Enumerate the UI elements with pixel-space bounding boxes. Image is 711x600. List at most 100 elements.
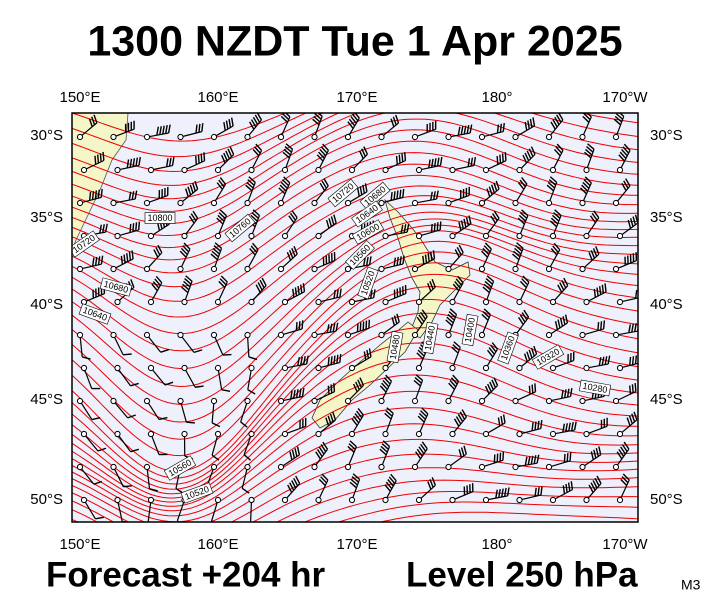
barb-feather [418, 314, 425, 323]
wind-barb [76, 463, 103, 485]
barb-staff [287, 363, 307, 369]
barb-feather [351, 113, 359, 122]
barb-station [311, 133, 318, 141]
barb-feather [332, 411, 337, 421]
barb-feather [357, 379, 363, 388]
wind-barb [315, 143, 329, 174]
contour-label-box [144, 212, 176, 224]
barb-feather [188, 215, 195, 224]
barb-feather [506, 487, 510, 496]
wind-barb [415, 156, 443, 174]
wind-barb [114, 156, 141, 174]
barb-feather [369, 289, 373, 299]
barb-staff [119, 229, 139, 236]
wind-barb [445, 186, 470, 207]
barb-feather [456, 246, 462, 256]
wind-barb [378, 374, 393, 405]
barb-feather [366, 349, 370, 359]
barb-feather [245, 184, 253, 192]
wind-barb [243, 430, 255, 461]
barb-feather [379, 385, 387, 393]
lon-label-bottom: 160°E [197, 536, 238, 553]
barb-staff [517, 125, 535, 137]
barb-feather [569, 387, 573, 397]
barb-feather [486, 349, 494, 358]
barb-feather [598, 446, 602, 455]
wind-barb [516, 345, 538, 372]
barb-feather [458, 222, 462, 231]
barb-feather [279, 184, 287, 192]
barb-station [616, 166, 624, 174]
barb-feather [190, 213, 197, 222]
barb-feather [252, 209, 260, 217]
barb-station [579, 199, 586, 207]
barb-feather [564, 314, 569, 324]
barb-staff [240, 403, 248, 423]
height-contour [72, 251, 638, 440]
barb-feather [594, 477, 600, 487]
contour-label: 10400 [461, 313, 479, 347]
barb-staff [247, 370, 252, 390]
barb-feather [530, 347, 535, 357]
wind-barb [583, 475, 602, 504]
wind-barb [579, 246, 600, 273]
barb-station [378, 331, 385, 339]
barb-feather [417, 415, 425, 423]
barb-feather [457, 413, 464, 422]
barb-feather [488, 186, 493, 195]
height-contour [72, 113, 307, 158]
barb-station [76, 463, 84, 471]
barb-feather [359, 377, 365, 386]
barb-feather [452, 374, 460, 382]
barb-station [80, 364, 88, 372]
wind-barb [177, 397, 195, 424]
barb-feather [431, 279, 436, 288]
barb-feather [195, 124, 198, 134]
barb-feather [323, 178, 329, 187]
barb-feather [212, 247, 220, 255]
barb-station [214, 364, 222, 372]
barb-feather [127, 414, 136, 419]
barb-staff [382, 381, 393, 399]
wind-barb [415, 477, 437, 504]
barb-feather [390, 473, 397, 482]
barb-feather [453, 418, 460, 427]
barb-feather [220, 154, 226, 164]
barb-staff [248, 119, 262, 136]
barb-staff [176, 502, 185, 521]
barb-staff [588, 291, 607, 302]
barb-feather [582, 181, 590, 189]
barb-feather [553, 242, 561, 251]
barb-feather [294, 287, 298, 297]
barb-staff [251, 215, 261, 234]
barb-feather [359, 322, 362, 332]
wind-barb [382, 473, 397, 504]
barb-feather [429, 281, 434, 290]
barb-station [315, 364, 322, 372]
barb-feather [218, 179, 225, 188]
barb-feather [243, 454, 252, 461]
barb-feather [160, 348, 170, 353]
barb-feather [415, 451, 422, 460]
barb-station [214, 298, 222, 306]
barb-staff [420, 484, 436, 499]
barb-staff [618, 260, 637, 269]
barb-feather [283, 148, 291, 156]
barb-feather [563, 453, 566, 463]
barb-staff [386, 480, 397, 499]
height-contour [72, 113, 638, 212]
barb-feather [481, 313, 489, 321]
barb-station [177, 331, 184, 339]
wind-barb [545, 176, 558, 207]
wind-barb [281, 355, 309, 372]
height-contour [72, 185, 638, 302]
wind-barb [143, 397, 168, 421]
barb-station [248, 496, 255, 504]
barb-feather [246, 181, 254, 189]
barb-staff [86, 159, 105, 170]
barb-feather [536, 454, 540, 464]
barb-feather [126, 253, 129, 262]
barb-feather [584, 113, 592, 118]
height-contour [72, 479, 638, 522]
barb-feather [395, 155, 398, 165]
